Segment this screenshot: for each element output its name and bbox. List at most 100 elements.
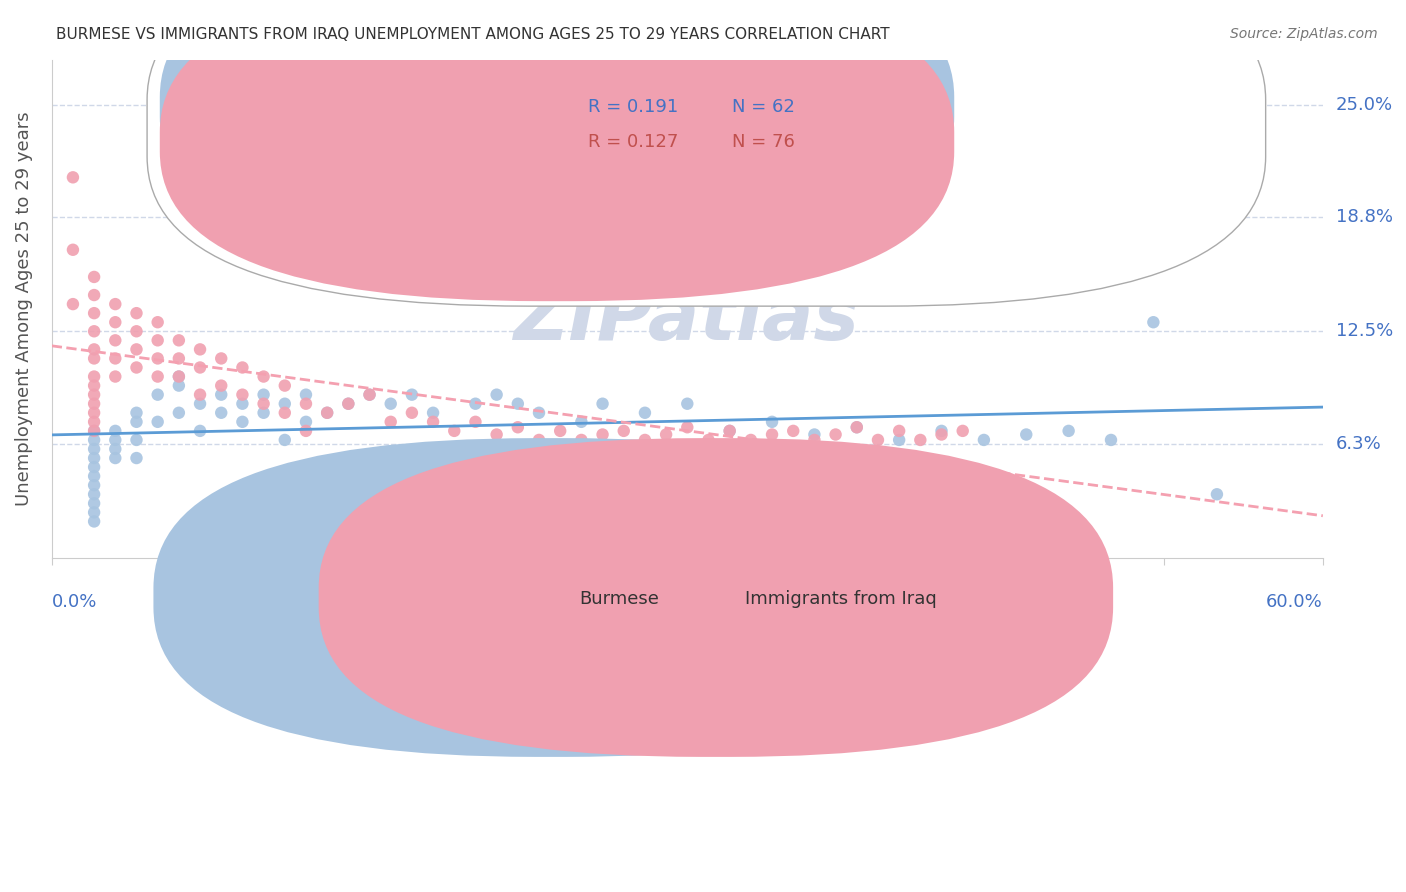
Point — [295, 415, 318, 429]
Point — [125, 451, 148, 466]
Text: R = 0.127: R = 0.127 — [588, 133, 679, 151]
Point — [1142, 315, 1164, 329]
Point — [146, 315, 169, 329]
Point — [676, 397, 699, 411]
Point — [380, 397, 402, 411]
Point — [83, 324, 105, 338]
Point — [104, 424, 127, 438]
Point — [274, 378, 297, 392]
Point — [125, 343, 148, 357]
Text: Source: ZipAtlas.com: Source: ZipAtlas.com — [1230, 27, 1378, 41]
FancyBboxPatch shape — [319, 438, 1114, 757]
Point — [83, 496, 105, 510]
Point — [1206, 487, 1229, 501]
Point — [506, 420, 529, 434]
Text: BURMESE VS IMMIGRANTS FROM IRAQ UNEMPLOYMENT AMONG AGES 25 TO 29 YEARS CORRELATI: BURMESE VS IMMIGRANTS FROM IRAQ UNEMPLOY… — [56, 27, 890, 42]
Point — [252, 406, 274, 420]
Point — [380, 415, 402, 429]
Point — [167, 406, 190, 420]
Point — [569, 415, 592, 429]
FancyBboxPatch shape — [160, 0, 955, 267]
Point — [83, 433, 105, 447]
Point — [231, 415, 253, 429]
Point — [527, 406, 550, 420]
Point — [548, 424, 571, 438]
Point — [845, 420, 868, 434]
Point — [231, 397, 253, 411]
Point — [83, 460, 105, 475]
Point — [952, 424, 974, 438]
Point — [845, 420, 868, 434]
Point — [83, 424, 105, 438]
Point — [167, 369, 190, 384]
Point — [274, 397, 297, 411]
Point — [866, 433, 889, 447]
Point — [443, 424, 465, 438]
Point — [83, 269, 105, 284]
Point — [104, 451, 127, 466]
Point — [464, 415, 486, 429]
Point — [167, 369, 190, 384]
Point — [209, 406, 232, 420]
Point — [676, 420, 699, 434]
Point — [83, 288, 105, 302]
Point — [634, 406, 657, 420]
Text: N = 76: N = 76 — [731, 133, 794, 151]
Y-axis label: Unemployment Among Ages 25 to 29 years: Unemployment Among Ages 25 to 29 years — [15, 112, 32, 506]
Text: 25.0%: 25.0% — [1336, 95, 1393, 114]
Point — [125, 415, 148, 429]
Point — [188, 397, 211, 411]
Point — [761, 415, 783, 429]
Point — [295, 424, 318, 438]
Point — [1015, 427, 1038, 442]
Text: 6.3%: 6.3% — [1336, 434, 1381, 452]
Point — [83, 478, 105, 492]
Point — [824, 427, 846, 442]
Point — [464, 397, 486, 411]
Point — [889, 424, 911, 438]
Point — [803, 427, 825, 442]
Point — [125, 306, 148, 320]
Point — [188, 424, 211, 438]
Point — [718, 424, 741, 438]
Point — [634, 433, 657, 447]
Text: ZIPatlas: ZIPatlas — [515, 282, 860, 356]
Point — [613, 424, 636, 438]
Text: 12.5%: 12.5% — [1336, 322, 1393, 340]
Point — [740, 433, 762, 447]
Point — [231, 387, 253, 401]
Point — [83, 451, 105, 466]
Point — [252, 369, 274, 384]
Point — [146, 334, 169, 348]
Point — [125, 324, 148, 338]
Point — [337, 397, 360, 411]
Point — [83, 369, 105, 384]
Point — [1057, 424, 1080, 438]
Point — [167, 334, 190, 348]
Point — [83, 424, 105, 438]
Point — [931, 424, 953, 438]
Point — [592, 427, 614, 442]
Point — [889, 433, 911, 447]
Text: N = 62: N = 62 — [731, 98, 794, 116]
Point — [422, 406, 444, 420]
Point — [167, 378, 190, 392]
Point — [62, 243, 84, 257]
Text: 60.0%: 60.0% — [1267, 592, 1323, 610]
Point — [252, 397, 274, 411]
Point — [209, 378, 232, 392]
Point — [252, 387, 274, 401]
Point — [83, 351, 105, 366]
Point — [209, 351, 232, 366]
Point — [401, 406, 423, 420]
Point — [125, 406, 148, 420]
Point — [359, 387, 381, 401]
Point — [337, 397, 360, 411]
FancyBboxPatch shape — [153, 438, 948, 757]
Point — [274, 406, 297, 420]
Point — [83, 415, 105, 429]
FancyBboxPatch shape — [148, 0, 1265, 306]
Point — [167, 351, 190, 366]
Point — [83, 306, 105, 320]
Point — [697, 433, 720, 447]
